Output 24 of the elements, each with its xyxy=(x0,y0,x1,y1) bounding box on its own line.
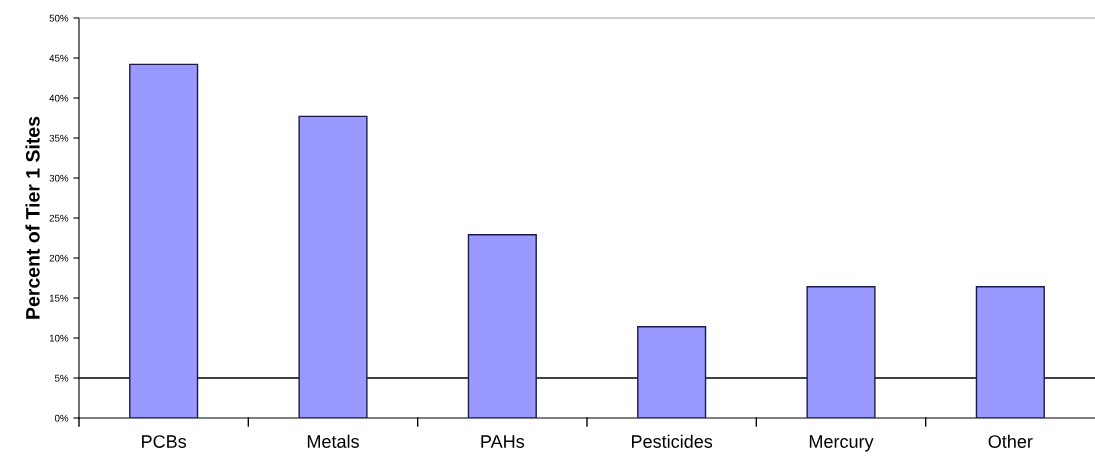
x-tick-label: PCBs xyxy=(142,435,187,448)
x-tick-label: PAHs xyxy=(481,435,525,448)
y-tick-label: 50% xyxy=(49,14,69,22)
x-tick-label: Mercury xyxy=(809,435,874,452)
y-tick-label: 15% xyxy=(49,294,69,302)
bar xyxy=(467,234,537,418)
y-tick-label: 10% xyxy=(49,334,69,342)
x-tick-label: Pesticides xyxy=(632,434,713,448)
bar xyxy=(975,286,1045,418)
bar xyxy=(298,115,368,418)
bar xyxy=(129,63,199,418)
bar xyxy=(806,286,876,418)
y-tick-label: 45% xyxy=(49,54,69,62)
bar xyxy=(637,326,707,418)
x-tick-label: Metals xyxy=(307,434,359,448)
y-axis-title: Percent of Tier 1 Sites xyxy=(25,116,40,319)
y-tick-label: 30% xyxy=(49,174,69,182)
y-tick-label: 0% xyxy=(54,414,69,422)
y-tick-label: 25% xyxy=(49,214,69,222)
y-tick-label: 40% xyxy=(49,94,69,102)
y-tick-label: 5% xyxy=(54,374,69,382)
y-tick-label: 20% xyxy=(49,254,69,262)
y-tick-label: 35% xyxy=(49,134,69,142)
x-tick-label: Other xyxy=(988,434,1033,448)
